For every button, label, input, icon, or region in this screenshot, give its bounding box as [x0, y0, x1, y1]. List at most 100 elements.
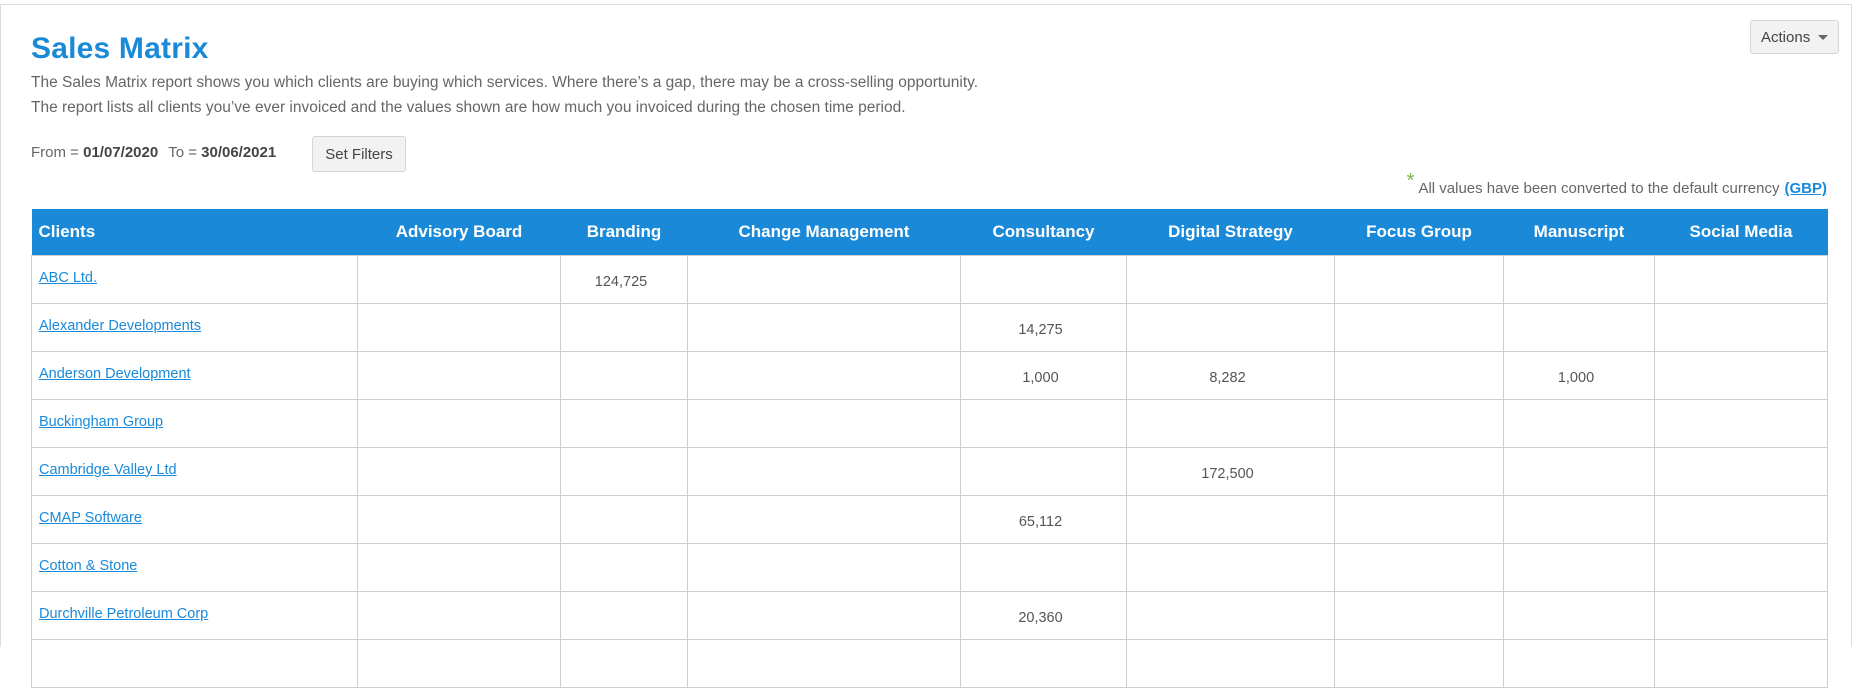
value-cell [1334, 399, 1504, 448]
table-row: Anderson Development 1,000 8,282 1,000 [31, 351, 1828, 400]
value-cell [1654, 591, 1828, 640]
value-cell [687, 447, 961, 496]
page-title: Sales Matrix [31, 32, 209, 65]
value-cell [1334, 303, 1504, 352]
value-cell: 172,500 [1126, 447, 1335, 496]
value-cell [560, 591, 688, 640]
client-link[interactable]: CMAP Software [39, 509, 142, 526]
value-cell [560, 447, 688, 496]
value-cell [1654, 399, 1828, 448]
column-header: Consultancy [960, 209, 1127, 256]
value-cell [1654, 351, 1828, 400]
value-cell [687, 351, 961, 400]
value-cell [560, 399, 688, 448]
client-cell: Cambridge Valley Ltd [31, 447, 358, 496]
client-link[interactable]: ABC Ltd. [39, 269, 98, 286]
table-row: CMAP Software 65,112 [31, 495, 1828, 544]
client-cell: Buckingham Group [31, 399, 358, 448]
client-cell: CMAP Software [31, 495, 358, 544]
value-cell [1334, 543, 1504, 592]
value-cell [1503, 591, 1655, 640]
client-link[interactable]: Durchville Petroleum Corp [39, 605, 209, 622]
actions-dropdown-button[interactable]: Actions [1750, 20, 1839, 54]
value-cell [1334, 447, 1504, 496]
client-cell: Cotton & Stone [31, 543, 358, 592]
from-value: 01/07/2020 [83, 144, 159, 161]
value-cell [687, 591, 961, 640]
client-cell: Anderson Development [31, 351, 358, 400]
table-row: Cotton & Stone [31, 543, 1828, 592]
value-cell [1654, 543, 1828, 592]
value-cell [1334, 495, 1504, 544]
value-cell [1126, 399, 1335, 448]
currency-link[interactable]: (GBP) [1784, 180, 1828, 197]
to-label: To = [168, 144, 197, 161]
cell-value: 1,000 [1557, 369, 1595, 386]
client-link[interactable]: Anderson Development [39, 365, 191, 382]
column-header: Focus Group [1334, 209, 1504, 256]
value-cell [1503, 255, 1655, 304]
value-cell [357, 591, 561, 640]
value-cell [960, 447, 1127, 496]
client-cell: ABC Ltd. [31, 255, 358, 304]
sales-matrix-table: Clients Advisory Board Branding Change Mana… [31, 209, 1828, 688]
value-cell: 8,282 [1126, 351, 1335, 400]
value-cell [687, 495, 961, 544]
cell-value: 65,112 [1018, 513, 1063, 530]
to-value: 30/06/2021 [201, 144, 277, 161]
date-filter-summary: From = 01/07/2020 To = 30/06/2021 [31, 144, 276, 161]
page-description-line-1: The Sales Matrix report shows you which … [31, 74, 979, 91]
column-header-clients: Clients [31, 209, 358, 256]
value-cell [560, 351, 688, 400]
cell-value: 20,360 [1018, 609, 1063, 626]
value-cell [960, 543, 1127, 592]
value-cell [1503, 495, 1655, 544]
value-cell [960, 255, 1127, 304]
value-cell [357, 447, 561, 496]
column-header: Manuscript [1503, 209, 1655, 256]
table-row: ABC Ltd. 124,725 [31, 255, 1828, 304]
value-cell [1503, 303, 1655, 352]
currency-note-text: All values have been converted to the de… [1418, 180, 1780, 197]
value-cell [560, 303, 688, 352]
value-cell: 20,360 [960, 591, 1127, 640]
client-link[interactable]: Cotton & Stone [39, 557, 138, 574]
value-cell [357, 399, 561, 448]
value-cell [1503, 399, 1655, 448]
value-cell [357, 543, 561, 592]
currency-note: * All values have been converted to the … [1407, 170, 1828, 199]
value-cell [1654, 447, 1828, 496]
table-row: Cambridge Valley Ltd 172,500 [31, 447, 1828, 496]
client-cell: Durchville Petroleum Corp [31, 591, 358, 640]
value-cell [687, 543, 961, 592]
cell-value: 172,500 [1201, 465, 1254, 482]
page-description-line-2: The report lists all clients you’ve ever… [31, 99, 906, 116]
column-header: Social Media [1654, 209, 1828, 256]
column-header: Digital Strategy [1126, 209, 1335, 256]
client-cell: Alexander Developments [31, 303, 358, 352]
value-cell [1334, 591, 1504, 640]
value-cell [1126, 303, 1335, 352]
cell-value: 8,282 [1209, 369, 1246, 386]
cell-value: 1,000 [1022, 369, 1059, 386]
value-cell: 14,275 [960, 303, 1127, 352]
client-link[interactable]: Cambridge Valley Ltd [39, 461, 177, 478]
asterisk-icon: * [1406, 170, 1415, 192]
set-filters-button[interactable]: Set Filters [312, 136, 406, 172]
client-link[interactable]: Alexander Developments [39, 317, 202, 334]
value-cell [1654, 495, 1828, 544]
value-cell [1503, 543, 1655, 592]
value-cell [687, 255, 961, 304]
column-header: Change Management [687, 209, 961, 256]
value-cell [1126, 255, 1335, 304]
value-cell [1126, 495, 1335, 544]
value-cell: 1,000 [960, 351, 1127, 400]
value-cell [1126, 591, 1335, 640]
value-cell: 124,725 [560, 255, 688, 304]
value-cell [560, 543, 688, 592]
value-cell [1334, 255, 1504, 304]
table-row: Buckingham Group [31, 399, 1828, 448]
value-cell [357, 495, 561, 544]
client-link[interactable]: Buckingham Group [39, 413, 164, 430]
value-cell [357, 255, 561, 304]
